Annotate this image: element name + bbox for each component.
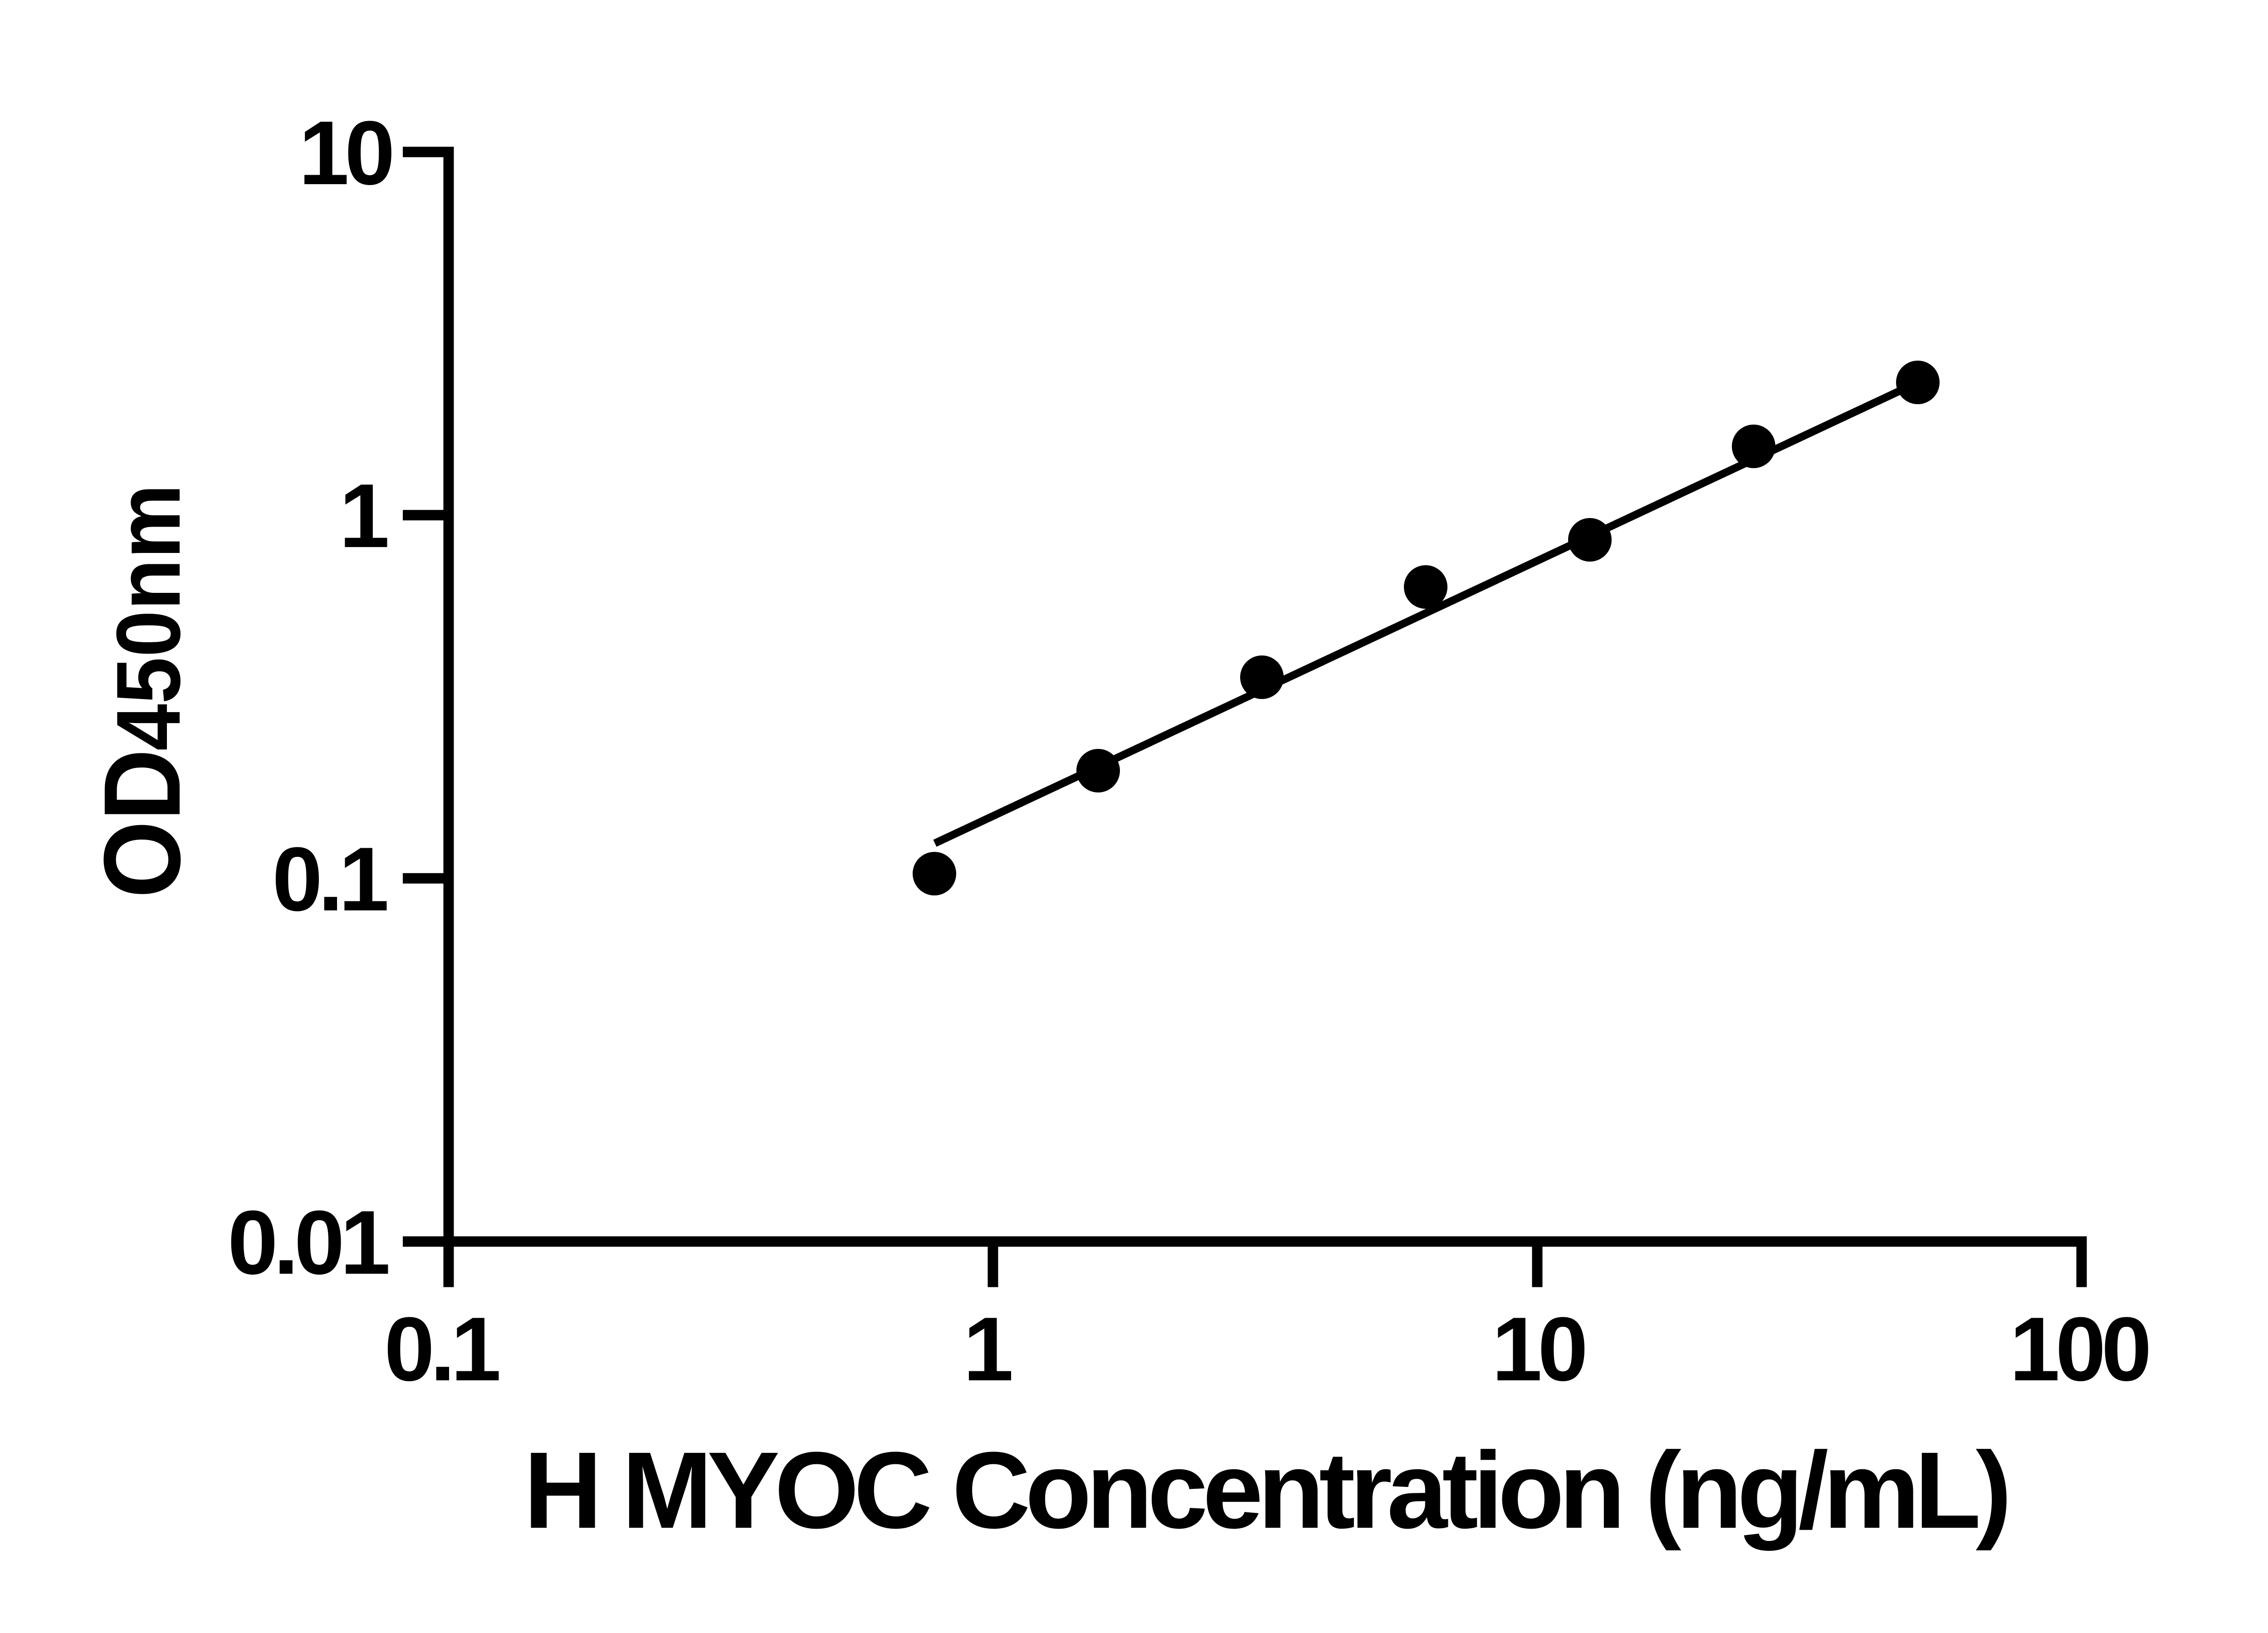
svg-text:1: 1 [963, 1299, 1011, 1400]
svg-text:OD: OD [81, 749, 203, 898]
svg-text:1: 1 [339, 465, 387, 567]
svg-text:450nm: 450nm [98, 484, 199, 751]
svg-text:H MYOC Concentration (ng/mL): H MYOC Concentration (ng/mL) [524, 1429, 2012, 1551]
svg-text:10: 10 [299, 103, 392, 204]
svg-text:0.01: 0.01 [228, 1192, 388, 1293]
svg-text:0.1: 0.1 [272, 829, 387, 930]
svg-text:100: 100 [2009, 1299, 2148, 1400]
svg-text:10: 10 [1492, 1299, 1585, 1400]
svg-text:0.1: 0.1 [384, 1299, 499, 1400]
